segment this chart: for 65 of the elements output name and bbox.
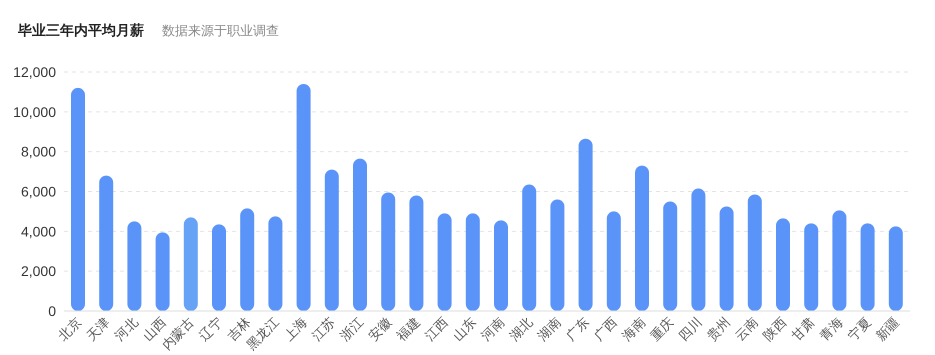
x-tick-label: 广东 [562, 314, 592, 344]
bar [156, 232, 170, 311]
x-tick-label: 湖北 [506, 314, 536, 344]
bar [804, 223, 818, 311]
x-tick-label: 陕西 [760, 314, 790, 344]
bar [606, 211, 621, 311]
bar [99, 176, 114, 311]
bar [127, 221, 142, 311]
bar [635, 166, 649, 311]
y-tick-label: 0 [48, 302, 56, 319]
bar [663, 201, 678, 311]
x-tick-label: 青海 [816, 314, 846, 344]
y-tick-label: 6,000 [20, 183, 56, 200]
x-tick-label: 安徽 [365, 314, 394, 344]
x-tick-label: 福建 [394, 314, 423, 344]
bar [550, 199, 564, 311]
x-tick-label: 四川 [676, 314, 705, 344]
bar [409, 195, 424, 311]
x-tick-label: 广西 [591, 314, 620, 344]
bar [748, 194, 762, 311]
y-tick-label: 12,000 [13, 64, 56, 80]
bar [832, 210, 846, 311]
bar [720, 206, 734, 311]
x-tick-label: 甘肃 [788, 314, 818, 344]
bar [860, 223, 875, 311]
x-tick-label: 重庆 [647, 314, 676, 344]
x-tick-label: 宁夏 [844, 314, 874, 344]
chart-subtitle: 数据来源于职业调查 [162, 22, 279, 40]
y-tick-label: 10,000 [13, 104, 56, 120]
y-tick-label: 2,000 [20, 263, 56, 280]
bar [296, 84, 311, 311]
x-tick-label: 海南 [619, 314, 648, 344]
bar [381, 192, 396, 311]
bar [776, 218, 790, 311]
x-tick-label: 河南 [478, 314, 508, 344]
x-tick-label: 天津 [83, 314, 112, 344]
x-tick-label: 山东 [450, 314, 480, 344]
x-tick-label: 辽宁 [196, 314, 226, 344]
bar [71, 88, 85, 311]
bar [578, 138, 593, 311]
bar [466, 213, 480, 311]
y-tick-label: 4,000 [20, 223, 56, 240]
bar [888, 226, 903, 311]
x-tick-label: 江苏 [309, 314, 338, 344]
x-tick-label: 浙江 [337, 314, 366, 344]
bar [522, 184, 536, 311]
x-tick-label: 江西 [422, 314, 451, 344]
x-tick-label: 湖南 [534, 314, 564, 344]
bar [353, 158, 367, 311]
chart-title: 毕业三年内平均月薪 [18, 22, 144, 40]
bar [691, 188, 706, 311]
x-tick-label: 云南 [732, 314, 762, 344]
x-tick-label: 贵州 [704, 314, 733, 344]
bar [240, 208, 254, 311]
bar [184, 217, 198, 311]
x-tick-label: 新疆 [873, 314, 902, 344]
y-tick-label: 8,000 [20, 144, 56, 160]
bar [212, 224, 226, 311]
x-tick-label: 北京 [55, 314, 84, 344]
x-tick-label: 上海 [280, 314, 310, 344]
bar [268, 216, 282, 311]
x-tick-label: 河北 [112, 314, 141, 344]
bar [494, 220, 508, 311]
bar [324, 170, 339, 311]
bar [438, 213, 452, 311]
